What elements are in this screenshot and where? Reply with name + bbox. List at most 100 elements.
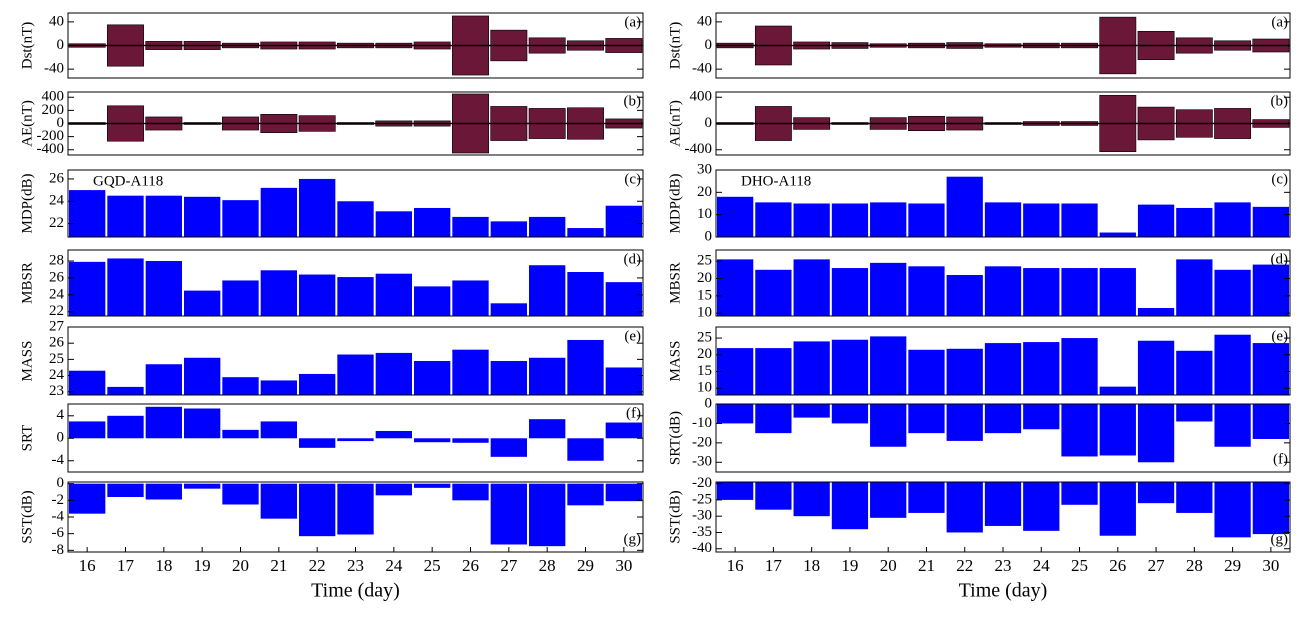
y-axis-label: SRT(dB) bbox=[667, 411, 683, 465]
plot-frame bbox=[67, 326, 644, 396]
bar bbox=[184, 483, 221, 489]
x-tick-label: 28 bbox=[539, 556, 556, 575]
bar bbox=[414, 438, 451, 443]
bar bbox=[984, 343, 1022, 395]
plot-frame bbox=[715, 326, 1291, 396]
bar bbox=[222, 377, 259, 395]
bar bbox=[1176, 350, 1213, 395]
y-tick-label: -25 bbox=[692, 491, 712, 507]
bar bbox=[107, 415, 144, 439]
bar bbox=[1099, 386, 1136, 395]
bar bbox=[184, 357, 221, 395]
bar bbox=[1137, 404, 1175, 463]
bar bbox=[831, 482, 869, 530]
bar bbox=[222, 483, 259, 505]
bar bbox=[908, 482, 945, 513]
bar bbox=[984, 482, 1022, 526]
bar bbox=[184, 408, 221, 439]
bar bbox=[490, 303, 527, 316]
x-tick-label: 28 bbox=[1186, 556, 1203, 575]
bar bbox=[375, 483, 412, 496]
bar bbox=[452, 438, 489, 443]
bar bbox=[107, 195, 144, 237]
bar bbox=[870, 202, 907, 237]
annotation: GQD-A118 bbox=[93, 173, 163, 189]
x-tick-label: 26 bbox=[462, 556, 479, 575]
bar bbox=[908, 266, 945, 316]
bar bbox=[755, 348, 792, 395]
y-tick-label: -2 bbox=[52, 492, 65, 508]
y-tick-label: 28 bbox=[49, 252, 64, 268]
bar bbox=[605, 282, 642, 316]
bar bbox=[946, 176, 983, 237]
bar bbox=[755, 202, 792, 237]
y-axis-label: MASS bbox=[19, 341, 35, 382]
bar bbox=[946, 348, 983, 395]
bar bbox=[870, 404, 907, 447]
bar bbox=[1023, 203, 1060, 237]
bar bbox=[793, 404, 830, 418]
bar bbox=[414, 207, 451, 237]
y-tick-label: 26 bbox=[49, 335, 65, 351]
bar bbox=[1176, 207, 1213, 237]
bar bbox=[1176, 404, 1213, 422]
bar bbox=[605, 367, 642, 395]
bar bbox=[1214, 404, 1251, 447]
y-tick-label: -40 bbox=[692, 61, 712, 77]
x-tick-label: 19 bbox=[194, 556, 211, 575]
x-tick-label: 29 bbox=[1224, 556, 1241, 575]
bar bbox=[69, 261, 106, 316]
bar bbox=[908, 349, 945, 395]
x-tick-label: 18 bbox=[155, 556, 172, 575]
bar bbox=[490, 221, 527, 237]
bar bbox=[1252, 264, 1289, 316]
bar bbox=[1137, 482, 1175, 504]
panel-label: (c) bbox=[1271, 171, 1288, 187]
bar bbox=[831, 268, 869, 316]
x-tick-label: 25 bbox=[1071, 556, 1088, 575]
panel-label: (f) bbox=[626, 405, 641, 421]
y-tick-label: 10 bbox=[697, 380, 712, 396]
bar bbox=[755, 404, 792, 434]
bar bbox=[1061, 338, 1098, 395]
bar bbox=[1252, 206, 1289, 237]
y-axis-label: SST(dB) bbox=[667, 490, 683, 543]
panel-label: (c) bbox=[624, 171, 641, 187]
bar bbox=[984, 404, 1022, 434]
bar bbox=[793, 482, 830, 517]
bar bbox=[414, 483, 451, 488]
bar bbox=[984, 202, 1022, 237]
bar bbox=[755, 269, 792, 316]
y-tick-label: 0 bbox=[705, 115, 713, 131]
bar bbox=[1252, 343, 1289, 395]
bar bbox=[452, 349, 489, 395]
x-tick-label: 16 bbox=[727, 556, 744, 575]
x-tick-label: 20 bbox=[232, 556, 249, 575]
panel-label: (f) bbox=[1273, 451, 1288, 467]
bar bbox=[831, 339, 869, 395]
y-tick-label: -40 bbox=[692, 540, 712, 556]
bar bbox=[529, 357, 566, 395]
bar bbox=[69, 370, 106, 395]
bar bbox=[1214, 269, 1251, 316]
bar bbox=[831, 203, 869, 237]
bar bbox=[831, 404, 869, 424]
bar bbox=[1214, 334, 1251, 395]
y-tick-label: 10 bbox=[697, 305, 712, 321]
bar bbox=[946, 275, 983, 316]
bar bbox=[107, 386, 144, 395]
x-tick-label: 22 bbox=[956, 556, 973, 575]
x-tick-label: 27 bbox=[1148, 556, 1166, 575]
panel-label: (b) bbox=[624, 93, 642, 109]
annotation: DHO-A118 bbox=[741, 173, 811, 189]
bar bbox=[717, 196, 754, 237]
x-tick-label: 18 bbox=[803, 556, 820, 575]
bar bbox=[605, 483, 642, 502]
y-tick-label: 22 bbox=[49, 303, 64, 319]
bar bbox=[717, 348, 754, 395]
panel-label: (e) bbox=[624, 328, 641, 344]
x-tick-label: 16 bbox=[79, 556, 96, 575]
y-tick-label: 25 bbox=[697, 329, 712, 345]
bar bbox=[1137, 308, 1175, 316]
y-tick-label: -200 bbox=[37, 128, 65, 144]
